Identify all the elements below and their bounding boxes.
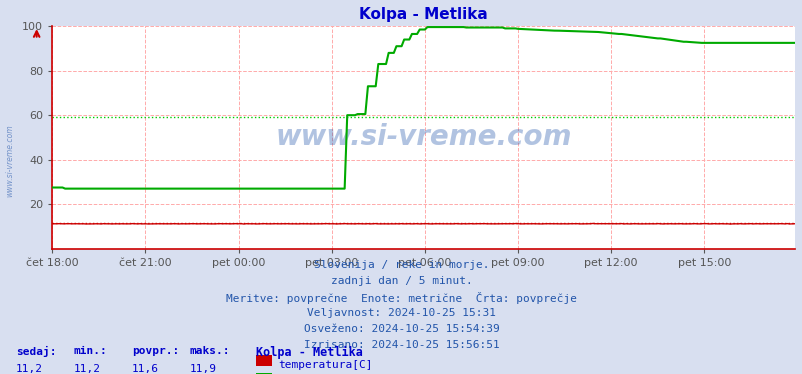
Text: 11,9: 11,9 — [189, 364, 217, 374]
Text: sedaj:: sedaj: — [16, 346, 56, 357]
Text: Kolpa - Metlika: Kolpa - Metlika — [256, 346, 363, 359]
Title: Kolpa - Metlika: Kolpa - Metlika — [358, 7, 488, 22]
Text: temperatura[C]: temperatura[C] — [278, 360, 372, 370]
Text: 11,2: 11,2 — [74, 364, 101, 374]
Text: zadnji dan / 5 minut.: zadnji dan / 5 minut. — [330, 276, 472, 286]
Text: maks.:: maks.: — [189, 346, 229, 356]
Text: 11,2: 11,2 — [16, 364, 43, 374]
Text: www.si-vreme.com: www.si-vreme.com — [5, 125, 14, 197]
Text: Veljavnost: 2024-10-25 15:31: Veljavnost: 2024-10-25 15:31 — [306, 308, 496, 318]
Text: povpr.:: povpr.: — [132, 346, 179, 356]
Text: 11,6: 11,6 — [132, 364, 159, 374]
Text: Izrisano: 2024-10-25 15:56:51: Izrisano: 2024-10-25 15:56:51 — [303, 340, 499, 350]
Text: Slovenija / reke in morje.: Slovenija / reke in morje. — [314, 260, 488, 270]
Text: Meritve: povprečne  Enote: metrične  Črta: povprečje: Meritve: povprečne Enote: metrične Črta:… — [225, 292, 577, 304]
Text: www.si-vreme.com: www.si-vreme.com — [275, 123, 571, 151]
Text: min.:: min.: — [74, 346, 107, 356]
Text: Osveženo: 2024-10-25 15:54:39: Osveženo: 2024-10-25 15:54:39 — [303, 324, 499, 334]
